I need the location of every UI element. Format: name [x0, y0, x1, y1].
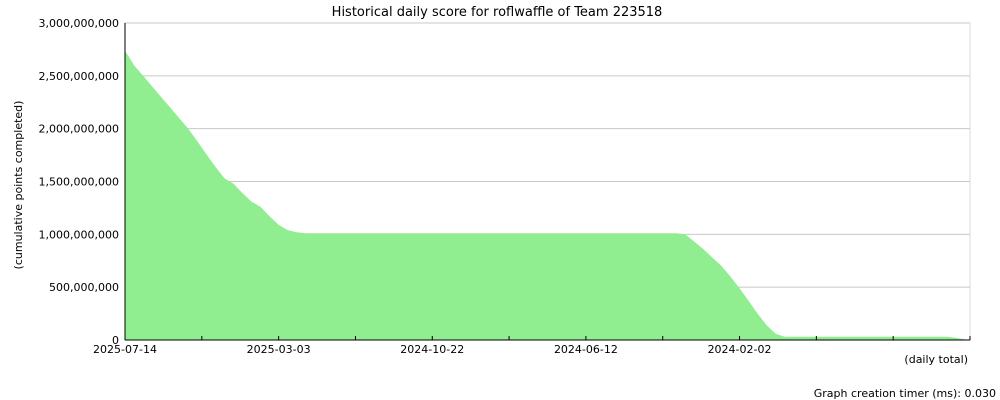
y-tick-label: 500,000,000 — [49, 281, 119, 294]
x-tick-label: 2025-03-03 — [247, 343, 311, 356]
y-tick-label: 1,000,000,000 — [39, 228, 119, 241]
y-tick-label: 2,500,000,000 — [39, 70, 119, 83]
graph-timer-text: Graph creation timer (ms): 0.030 — [814, 387, 996, 400]
x-axis-label: (daily total) — [904, 353, 968, 366]
x-tick-label: 2024-02-02 — [708, 343, 772, 356]
y-axis-label: (cumulative points completed) — [12, 101, 25, 270]
y-tick-label: 1,500,000,000 — [39, 176, 119, 189]
y-tick-label: 2,000,000,000 — [39, 123, 119, 136]
chart-title: Historical daily score for roflwaffle of… — [332, 5, 663, 20]
x-tick-label: 2024-06-12 — [554, 343, 618, 356]
score-area — [125, 51, 970, 340]
y-tick-labels: 0 500,000,000 1,000,000,000 1,500,000,000 2,… — [39, 17, 119, 347]
x-tick-labels: 2025-07-14 2025-03-03 2024-10-22 2024-06-12… — [93, 343, 771, 356]
x-tick-label: 2025-07-14 — [93, 343, 157, 356]
y-tick-label: 3,000,000,000 — [39, 17, 119, 30]
y-tick-label: 0 — [112, 334, 119, 347]
x-tick-label: 2024-10-22 — [400, 343, 464, 356]
data-area — [125, 51, 970, 340]
axes — [124, 23, 971, 341]
